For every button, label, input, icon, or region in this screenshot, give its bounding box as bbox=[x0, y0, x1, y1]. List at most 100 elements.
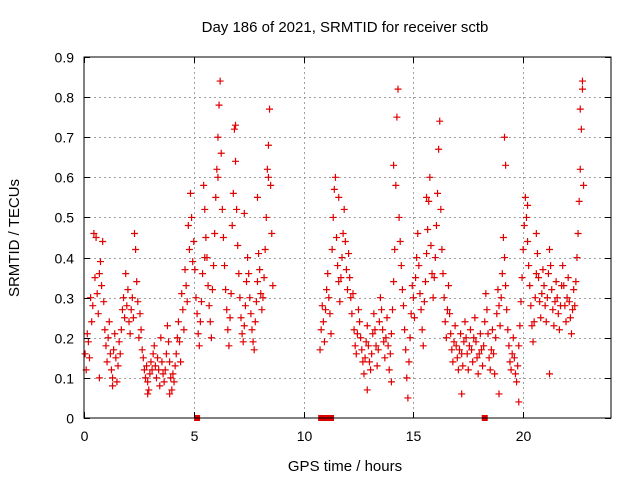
data-point bbox=[479, 362, 487, 370]
data-point bbox=[326, 310, 334, 318]
data-point bbox=[242, 278, 250, 286]
data-point bbox=[264, 141, 272, 149]
data-point bbox=[569, 306, 577, 314]
data-point bbox=[221, 262, 229, 270]
data-point bbox=[445, 282, 453, 290]
data-point bbox=[124, 286, 132, 294]
data-point bbox=[574, 229, 582, 237]
data-point bbox=[439, 270, 447, 278]
data-point bbox=[126, 330, 134, 338]
data-point bbox=[435, 145, 443, 153]
data-point bbox=[223, 306, 231, 314]
data-point bbox=[369, 330, 377, 338]
data-point bbox=[336, 298, 344, 306]
data-point bbox=[488, 326, 496, 334]
data-point bbox=[269, 282, 277, 290]
data-point bbox=[245, 270, 253, 278]
data-point bbox=[147, 358, 155, 366]
data-point bbox=[123, 302, 131, 310]
data-point bbox=[393, 113, 401, 121]
data-point bbox=[234, 242, 242, 250]
data-point bbox=[472, 338, 480, 346]
data-point bbox=[191, 266, 199, 274]
data-point bbox=[392, 181, 400, 189]
data-point bbox=[120, 294, 128, 302]
data-point bbox=[170, 378, 178, 386]
data-point bbox=[228, 221, 236, 229]
data-point bbox=[253, 193, 261, 201]
data-point bbox=[348, 310, 356, 318]
data-point bbox=[529, 338, 537, 346]
data-point bbox=[240, 322, 248, 330]
data-point bbox=[90, 229, 98, 237]
data-point bbox=[359, 358, 367, 366]
data-point bbox=[441, 318, 449, 326]
data-point bbox=[88, 318, 96, 326]
data-point bbox=[570, 286, 578, 294]
data-point bbox=[349, 290, 357, 298]
data-point bbox=[475, 350, 483, 358]
data-point bbox=[81, 350, 89, 358]
data-point bbox=[347, 294, 355, 302]
data-point bbox=[218, 205, 226, 213]
data-point bbox=[91, 274, 99, 282]
data-point bbox=[562, 318, 570, 326]
data-point bbox=[335, 278, 343, 286]
x-tick-label: 15 bbox=[406, 428, 422, 444]
data-point bbox=[103, 358, 111, 366]
data-point bbox=[516, 322, 524, 330]
data-point bbox=[458, 390, 466, 398]
data-point bbox=[157, 334, 165, 342]
data-point bbox=[424, 225, 432, 233]
data-point bbox=[362, 338, 370, 346]
data-point bbox=[395, 213, 403, 221]
data-point bbox=[357, 334, 365, 342]
data-point bbox=[391, 246, 399, 254]
data-point bbox=[139, 354, 147, 362]
data-point bbox=[378, 306, 386, 314]
data-point bbox=[249, 338, 257, 346]
data-point bbox=[571, 302, 579, 310]
data-point bbox=[151, 362, 159, 370]
data-point bbox=[141, 374, 149, 382]
data-point bbox=[190, 238, 198, 246]
data-point bbox=[454, 366, 462, 374]
data-point bbox=[525, 262, 533, 270]
data-point bbox=[107, 366, 115, 374]
data-point bbox=[580, 181, 588, 189]
data-point bbox=[513, 378, 521, 386]
data-point bbox=[100, 298, 108, 306]
data-point bbox=[572, 278, 580, 286]
data-point bbox=[387, 378, 395, 386]
data-point bbox=[213, 165, 221, 173]
data-point bbox=[429, 294, 437, 302]
data-point bbox=[148, 366, 156, 374]
data-point bbox=[176, 338, 184, 346]
data-point bbox=[555, 326, 563, 334]
data-point bbox=[477, 346, 485, 354]
data-point bbox=[129, 314, 137, 322]
data-point bbox=[109, 374, 117, 382]
data-point bbox=[382, 334, 390, 342]
data-point bbox=[263, 165, 271, 173]
data-point bbox=[379, 326, 387, 334]
data-point bbox=[449, 358, 457, 366]
data-point bbox=[491, 370, 499, 378]
data-point bbox=[507, 366, 515, 374]
data-point bbox=[128, 294, 136, 302]
data-point bbox=[188, 213, 196, 221]
data-point bbox=[437, 205, 445, 213]
data-point bbox=[89, 302, 97, 310]
data-point bbox=[268, 229, 276, 237]
data-point bbox=[171, 362, 179, 370]
data-point bbox=[522, 213, 530, 221]
data-point bbox=[145, 386, 153, 394]
data-point bbox=[559, 262, 567, 270]
data-point bbox=[109, 382, 117, 390]
data-point bbox=[178, 290, 186, 298]
data-point bbox=[450, 338, 458, 346]
data-point bbox=[323, 286, 331, 294]
data-point bbox=[509, 334, 517, 342]
data-point bbox=[333, 234, 341, 241]
